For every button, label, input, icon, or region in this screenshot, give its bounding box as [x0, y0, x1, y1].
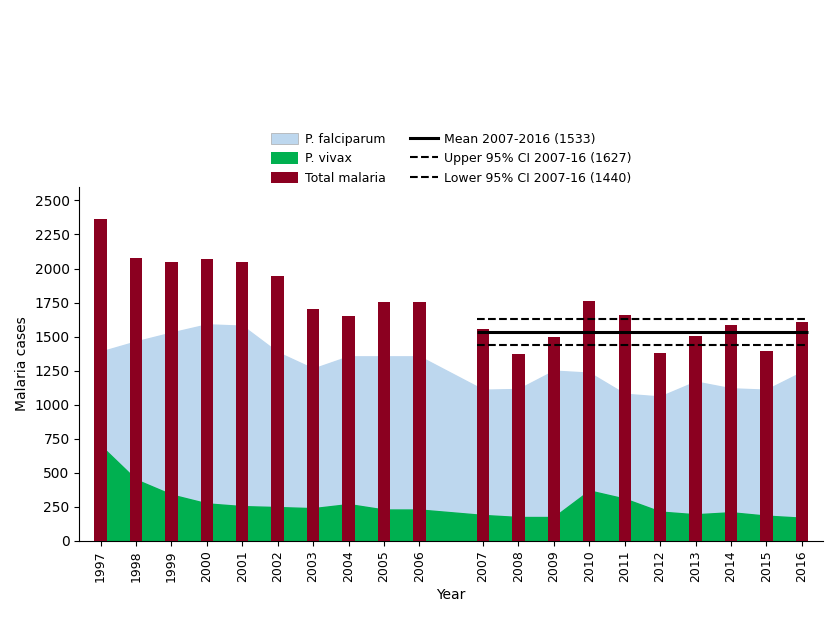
Bar [236, 262, 249, 541]
Bar [95, 219, 107, 541]
Bar [477, 329, 489, 541]
Bar [548, 337, 560, 541]
Bar [760, 351, 773, 541]
Bar [200, 259, 213, 541]
Bar [130, 258, 142, 541]
Bar [583, 301, 596, 541]
Bar [307, 309, 319, 541]
Bar [512, 354, 525, 541]
Y-axis label: Malaria cases: Malaria cases [15, 317, 29, 411]
Bar [165, 262, 178, 541]
Legend: P. falciparum, P. vivax, Total malaria, Mean 2007-2016 (1533), Upper 95% CI 2007: P. falciparum, P. vivax, Total malaria, … [267, 130, 635, 188]
Bar [618, 315, 631, 541]
X-axis label: Year: Year [437, 588, 466, 602]
Bar [342, 316, 354, 541]
Bar [272, 276, 284, 541]
Bar [654, 353, 666, 541]
Bar [413, 302, 426, 541]
Bar [795, 322, 808, 541]
Bar [690, 336, 701, 541]
Bar [378, 302, 391, 541]
Bar [725, 325, 737, 541]
